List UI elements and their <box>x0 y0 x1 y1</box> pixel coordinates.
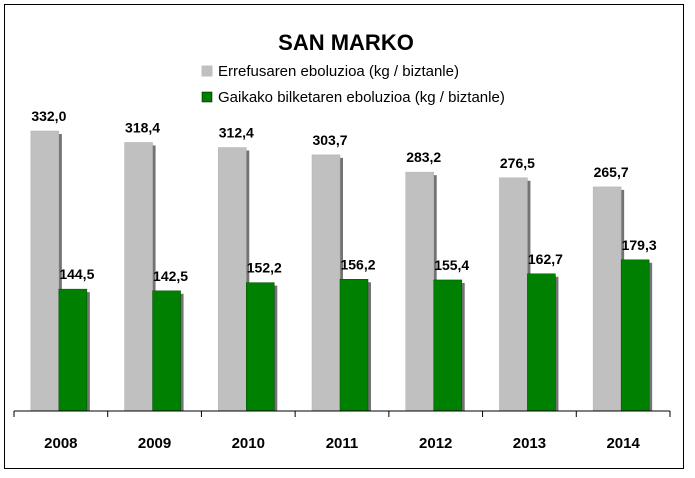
value-label-series-2-2013: 162,7 <box>528 251 563 267</box>
bar-series-2-2013 <box>527 273 556 412</box>
bar-series-2-2010 <box>246 282 275 412</box>
value-label-series-1-2013: 276,5 <box>500 155 535 171</box>
value-label-series-1-2008: 332,0 <box>31 108 66 124</box>
bar-series-1-2009 <box>124 142 153 412</box>
value-label-series-1-2014: 265,7 <box>594 164 629 180</box>
value-label-series-2-2009: 142,5 <box>153 268 188 284</box>
bar-series-2-2009 <box>152 290 181 412</box>
x-axis-tick-labels: 2008 2009 2010 2011 2012 2013 2014 <box>44 435 640 452</box>
bar-series-2-2012 <box>433 279 462 412</box>
x-tick-label-2008: 2008 <box>44 435 77 452</box>
bar-series-1-2013 <box>499 177 528 412</box>
bar-series-1-2011 <box>311 154 341 412</box>
x-tick-label-2010: 2010 <box>232 435 265 452</box>
value-label-series-2-2014: 179,3 <box>622 237 657 253</box>
x-tick-label-2014: 2014 <box>606 435 640 452</box>
bar-series-2-2011 <box>339 279 369 412</box>
value-label-series-2-2010: 152,2 <box>247 260 282 276</box>
bar-series-2-2014 <box>620 259 650 412</box>
value-labels-group: 332,0 144,5 318,4 142,5 312,4 152,2 303,7 156,2… <box>31 108 657 284</box>
value-label-series-1-2010: 312,4 <box>219 125 254 141</box>
x-axis-ticks <box>13 411 671 417</box>
value-label-series-1-2009: 318,4 <box>125 119 160 135</box>
x-tick-label-2011: 2011 <box>326 435 359 452</box>
legend: Errefusaren eboluzioa (kg / biztanle) Ga… <box>201 63 505 106</box>
legend-swatch-series-1 <box>201 65 213 77</box>
x-tick-label-2009: 2009 <box>138 435 171 452</box>
bar-series-1-2010 <box>218 147 247 412</box>
legend-label-series-2: Gaikako bilketaren eboluzioa (kg / bizta… <box>218 89 505 106</box>
legend-swatch-series-2 <box>201 91 213 103</box>
x-tick-label-2013: 2013 <box>513 435 546 452</box>
bar-series-2-2008 <box>58 288 88 412</box>
value-label-series-2-2008: 144,5 <box>59 266 94 282</box>
bar-series-1-2014 <box>592 186 622 412</box>
chart-title: SAN MARKO <box>278 30 414 55</box>
legend-label-series-1: Errefusaren eboluzioa (kg / biztanle) <box>218 63 459 80</box>
value-label-series-1-2011: 303,7 <box>312 132 347 148</box>
value-label-series-2-2012: 155,4 <box>434 257 469 273</box>
bar-series-1-2012 <box>405 171 434 412</box>
value-label-series-1-2012: 283,2 <box>406 149 441 165</box>
bar-series-1-2008 <box>30 130 60 412</box>
bars-group <box>30 130 653 412</box>
x-tick-label-2012: 2012 <box>419 435 452 452</box>
value-label-series-2-2011: 156,2 <box>340 256 375 272</box>
